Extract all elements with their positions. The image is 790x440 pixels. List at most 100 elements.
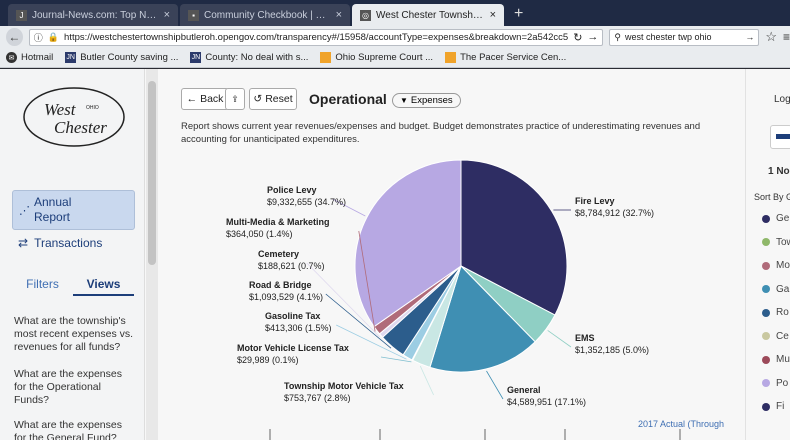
slice-label-value: $188,621 (0.7%) [258, 261, 325, 271]
legend-label: Mu [776, 354, 790, 365]
bookmark-item[interactable]: JN County: No deal with s... [190, 52, 309, 63]
leader-line [306, 262, 380, 338]
star-icon[interactable]: ☆ [765, 29, 777, 44]
logo-line1: West [44, 100, 77, 119]
new-tab-button[interactable]: + [514, 5, 524, 22]
bookmark-item[interactable]: The Pacer Service Cen... [445, 52, 566, 63]
leader-line [358, 230, 376, 332]
nav-transactions[interactable]: ⇄ Transactions [18, 236, 103, 250]
slice-label-name: Multi-Media & Marketing [226, 217, 330, 227]
search-icon: ⚲ [614, 31, 622, 42]
slice-label-value: $753,767 (2.8%) [284, 393, 351, 403]
panel-toggle-button[interactable] [770, 125, 790, 149]
close-tab-icon[interactable]: × [489, 9, 496, 21]
chart-dots-icon: ⋰ [19, 204, 30, 217]
legend-label: Ce [776, 330, 789, 342]
sort-by-label[interactable]: Sort By G [754, 192, 790, 202]
browser-tab[interactable]: J Journal-News.com: Top New... × [8, 4, 178, 26]
back-button[interactable]: ← Back [181, 88, 229, 110]
info-icon[interactable]: ⓘ [33, 32, 43, 43]
tab-views[interactable]: Views [73, 277, 134, 296]
slice-label-name: Motor Vehicle License Tax [237, 343, 349, 353]
saved-view-question[interactable]: What are the township's most recent expe… [14, 315, 134, 353]
legend-dot-icon [762, 238, 770, 246]
legend-dot-icon [762, 379, 770, 387]
legend-item[interactable]: Ga [762, 284, 789, 295]
url-text[interactable]: https://westchestertownshipbutleroh.open… [64, 31, 569, 43]
share-button[interactable]: ⇪ [225, 88, 245, 110]
legend-item[interactable]: Tow [762, 237, 790, 248]
slice-label-value: $413,306 (1.5%) [265, 323, 332, 333]
legend-label: Fi [776, 401, 785, 412]
back-arrow-icon[interactable]: ← [6, 28, 23, 46]
legend-item[interactable]: Mu [762, 354, 790, 365]
browser-tab-active[interactable]: ◎ West Chester Township (Butle × [352, 4, 504, 26]
legend-dot-icon [762, 355, 770, 364]
pie-slice-general[interactable] [429, 265, 536, 373]
hotmail-icon: ✉ [6, 52, 17, 63]
address-bar[interactable]: ⓘ 🔒 https://westchestertownshipbutleroh.… [28, 28, 604, 46]
leader-line [486, 370, 504, 400]
panel-toggle-icon [776, 134, 790, 139]
opengov-icon: ◎ [360, 9, 371, 21]
saved-view-question[interactable]: What are the expenses for the General Fu… [14, 419, 122, 440]
forward-icon[interactable]: → [587, 31, 599, 43]
main-content: ← Back ⇪ ↺ Reset Operational ▼ Expenses … [160, 69, 745, 440]
expenses-filter-pill[interactable]: ▼ Expenses [392, 93, 461, 108]
close-tab-icon[interactable]: × [335, 9, 342, 21]
pie-slice-police-levy[interactable] [354, 159, 462, 328]
logo-graphic: West OHIO Chester [23, 87, 125, 147]
legend-dot-icon [762, 261, 770, 270]
logo-line2: Chester [54, 118, 107, 137]
menu-icon[interactable]: ≡ [782, 30, 790, 44]
search-go-icon[interactable]: → [745, 32, 755, 42]
nav-annual-report[interactable]: ⋰ Annual Report [12, 190, 135, 230]
bookmark-item[interactable]: JN Butler County saving ... [65, 52, 179, 63]
jn-icon: JN [65, 52, 77, 63]
legend-item[interactable]: Ce [762, 331, 789, 342]
reset-icon: ↺ [253, 93, 263, 105]
legend-item[interactable]: Po [762, 378, 788, 389]
browser-tab[interactable]: ▪ Community Checkbook | West... × [180, 4, 350, 26]
folder-icon [445, 52, 457, 63]
legend-label: Mo [776, 260, 790, 271]
legend-label: Ro [776, 307, 789, 318]
notes-count[interactable]: 1 No [768, 166, 790, 177]
search-box[interactable]: ⚲ west chester twp ohio → [609, 28, 760, 46]
tab-filters[interactable]: Filters [26, 277, 59, 291]
jn-icon: JN [190, 52, 202, 63]
legend-item[interactable]: Ger [762, 213, 790, 224]
arrow-left-icon: ← [186, 93, 198, 105]
legend-label: Ger [776, 213, 790, 224]
west-chester-logo[interactable]: West OHIO Chester [22, 85, 126, 149]
leader-line [325, 293, 392, 349]
legend-label: Tow [776, 236, 790, 248]
legend-item[interactable]: Mo [762, 260, 790, 271]
search-input[interactable]: west chester twp ohio [625, 32, 712, 42]
slice-label-value: $1,352,185 (5.0%) [575, 345, 649, 355]
legend-item[interactable]: Ro [762, 307, 789, 318]
pie-slice-fire-levy[interactable] [460, 159, 568, 316]
legend-dot-icon [762, 285, 770, 293]
slice-label-value: $9,332,655 (34.7%) [267, 197, 346, 207]
slice-label-name: Gasoline Tax [265, 311, 320, 321]
lock-icon: 🔒 [47, 31, 60, 42]
slice-label-value: $8,784,912 (32.7%) [575, 208, 654, 218]
footer-label: 2017 Actual (Through [638, 419, 724, 429]
scrollbar-thumb[interactable] [148, 81, 156, 265]
saved-view-question[interactable]: What are the expenses for the Operationa… [14, 368, 122, 406]
legend-item[interactable]: Fi [762, 401, 784, 412]
legend-label: Ga [776, 283, 790, 295]
login-link[interactable]: Logi [774, 94, 790, 105]
bookmark-item[interactable]: ✉ Hotmail [6, 52, 53, 63]
reload-icon[interactable]: ↻ [573, 31, 583, 44]
bookmark-item[interactable]: Ohio Supreme Court ... [320, 52, 433, 63]
browser-tab-bar: J Journal-News.com: Top New... × ▪ Commu… [0, 0, 790, 26]
leader-line [380, 356, 412, 363]
slice-label-name: Road & Bridge [249, 280, 312, 290]
reset-button[interactable]: ↺ Reset [249, 88, 297, 110]
leader-line [332, 198, 366, 217]
leader-line [547, 330, 572, 348]
funnel-icon: ▼ [400, 96, 408, 105]
close-tab-icon[interactable]: × [163, 9, 170, 21]
